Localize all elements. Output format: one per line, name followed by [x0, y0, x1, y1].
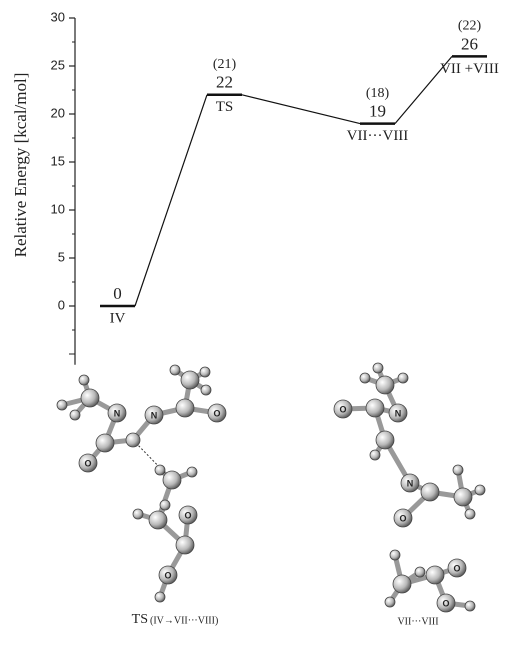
atom: [81, 389, 99, 407]
level-label: TS: [216, 99, 234, 115]
molecule: N O N O O O: [57, 365, 226, 602]
atom: [390, 550, 400, 560]
atom: [398, 373, 408, 383]
y-tick-label: 30: [51, 9, 65, 24]
value-label: 26: [461, 34, 478, 53]
connector: [135, 95, 207, 306]
atom: [96, 434, 114, 452]
atom: [187, 467, 197, 477]
y-tick-label: 25: [51, 57, 65, 72]
y-tick-label: 20: [51, 105, 65, 120]
structure-caption: TS: [132, 612, 148, 627]
atom: [133, 509, 143, 519]
figure: Relative Energy [kcal/mol] TS (IV→VII···…: [0, 0, 523, 656]
annotation: (21): [213, 57, 237, 72]
atom: [201, 385, 211, 395]
level-label: IV: [110, 310, 126, 326]
atom: [181, 371, 199, 389]
atom-label: O: [339, 404, 346, 414]
atom: [126, 433, 140, 447]
level-label: VII···VIII: [347, 128, 409, 144]
atom-label: O: [442, 598, 449, 608]
annotation: (18): [366, 86, 390, 101]
y-tick-label: 15: [51, 153, 65, 168]
value-label: 19: [369, 102, 386, 121]
y-tick-label: 10: [51, 201, 65, 216]
atom: [373, 363, 383, 373]
atom-label: N: [407, 478, 414, 488]
structure-caption-detail: (IV→VII···VIII): [150, 615, 218, 626]
atom: [426, 566, 444, 584]
connector: [242, 95, 360, 124]
atom: [170, 365, 180, 375]
atom: [421, 483, 439, 501]
atom-label: O: [399, 513, 406, 523]
atom-label: O: [164, 570, 171, 580]
molecule: O N N O O O: [334, 363, 485, 612]
atom-label: O: [184, 510, 191, 520]
atom: [370, 450, 380, 460]
atom-label: N: [151, 410, 158, 420]
atom: [376, 431, 394, 449]
atom: [163, 471, 181, 489]
atom: [415, 567, 425, 577]
y-tick-label: 0: [58, 297, 65, 312]
atom: [465, 601, 475, 611]
y-axis-label: Relative Energy [kcal/mol]: [11, 73, 30, 258]
atom: [57, 400, 67, 410]
atom: [454, 488, 472, 506]
atom: [360, 373, 370, 383]
atom: [385, 597, 395, 607]
atom: [376, 376, 394, 394]
value-label: 22: [216, 73, 233, 92]
atom: [70, 410, 80, 420]
atom-label: N: [395, 408, 402, 418]
atom: [465, 509, 475, 519]
y-tick-label: 5: [58, 249, 65, 264]
atom: [366, 399, 384, 417]
atom: [200, 367, 210, 377]
atom: [149, 511, 167, 529]
page: {"chart_data": {"type": "energy-profile"…: [0, 0, 523, 656]
atom: [393, 575, 411, 593]
annotation: (22): [458, 19, 482, 34]
atom: [79, 375, 89, 385]
atom-label: O: [453, 563, 460, 573]
atom: [475, 485, 485, 495]
atom-label: O: [84, 458, 91, 468]
atom-label: N: [114, 408, 121, 418]
atom: [160, 500, 170, 510]
atom: [155, 465, 165, 475]
atom: [176, 399, 194, 417]
level-label: VII +VIII: [440, 61, 499, 77]
structure-caption: VII···VIII: [397, 616, 438, 627]
atom: [155, 592, 165, 602]
value-label: 0: [113, 284, 122, 303]
atom-label: O: [213, 408, 220, 418]
atom: [176, 536, 194, 554]
atom: [453, 465, 463, 475]
